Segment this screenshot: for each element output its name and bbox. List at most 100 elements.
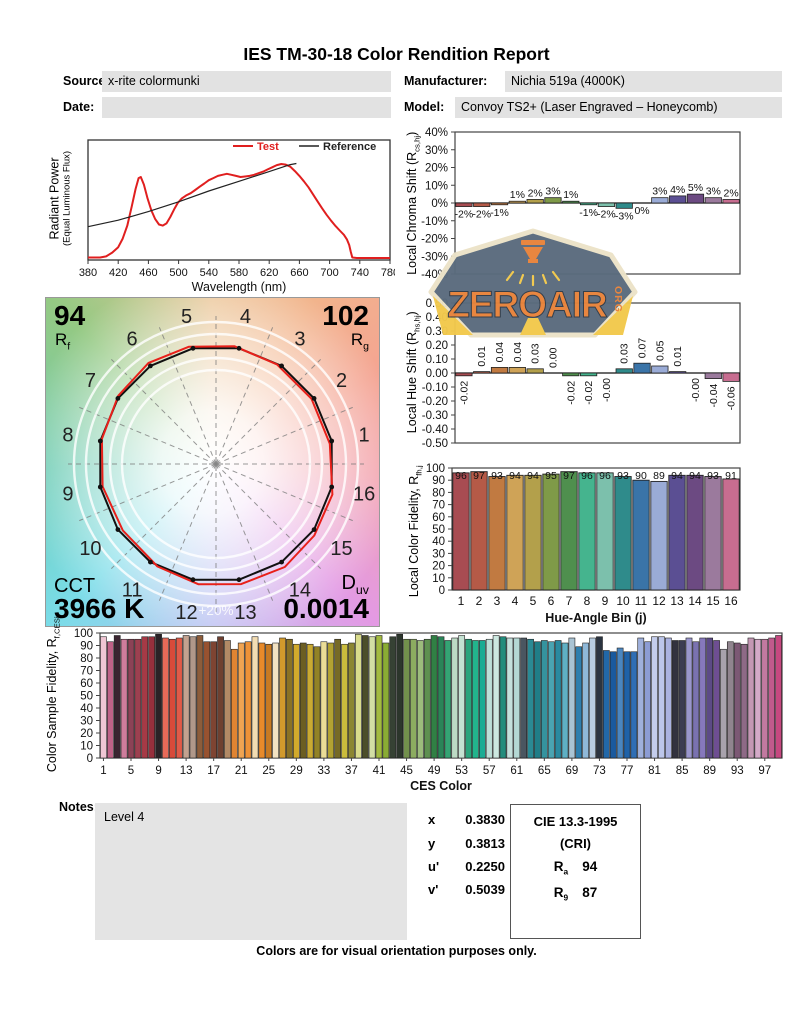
- svg-text:-0.50: -0.50: [422, 438, 448, 450]
- svg-text:81: 81: [648, 765, 661, 777]
- svg-text:12: 12: [175, 602, 197, 624]
- svg-text:0.04: 0.04: [512, 342, 524, 363]
- svg-text:10: 10: [80, 741, 93, 753]
- svg-text:780: 780: [381, 267, 395, 279]
- svg-text:80: 80: [432, 487, 445, 499]
- svg-text:0: 0: [87, 753, 93, 765]
- svg-text:93: 93: [731, 765, 744, 777]
- report-title: IES TM-30-18 Color Rendition Report: [243, 44, 550, 64]
- model-value-field: Convoy TS2+ (Laser Engraved – Honeycomb): [455, 97, 782, 118]
- svg-text:11: 11: [122, 580, 143, 602]
- svg-text:9: 9: [62, 483, 73, 505]
- svg-text:5: 5: [128, 765, 134, 777]
- svg-text:40: 40: [80, 703, 93, 715]
- svg-text:3: 3: [294, 328, 305, 350]
- svg-text:0.03: 0.03: [619, 343, 631, 364]
- svg-text:-0.02: -0.02: [565, 381, 577, 405]
- svg-text:ORG: ORG: [612, 286, 624, 313]
- svg-text:65: 65: [538, 765, 551, 777]
- svg-text:2: 2: [336, 370, 347, 392]
- svg-text:10: 10: [616, 594, 630, 608]
- cri-subtitle: (CRI): [559, 836, 592, 851]
- svg-text:16: 16: [353, 483, 375, 505]
- svg-text:6: 6: [548, 594, 555, 608]
- svg-text:100: 100: [74, 628, 93, 640]
- svg-text:1: 1: [458, 594, 465, 608]
- notes-label: Notes:: [59, 800, 98, 814]
- svg-text:73: 73: [593, 765, 606, 777]
- source-label: Source:: [63, 74, 110, 88]
- rf-label: Rf: [55, 330, 71, 353]
- svg-text:2%: 2%: [724, 187, 739, 199]
- svg-text:Test: Test: [257, 141, 279, 153]
- rf-value: 94: [54, 300, 86, 331]
- svg-text:13: 13: [180, 765, 193, 777]
- svg-text:-0.40: -0.40: [422, 424, 448, 436]
- svg-text:4: 4: [240, 306, 251, 328]
- notes-text: Level 4: [104, 810, 145, 824]
- source-value-field: x-rite colormunki: [102, 71, 391, 92]
- cri-ra-row: Ra 94: [553, 859, 598, 877]
- color-vector-graphic: 1 2 3 4 5 6 7 8 9 10 11 12 13 14 15 16 +20% 94 Rf 102 Rg…: [45, 297, 380, 627]
- svg-text:0.01: 0.01: [672, 346, 684, 367]
- svg-text:13: 13: [670, 594, 684, 608]
- svg-text:30%: 30%: [425, 145, 448, 157]
- svg-text:100: 100: [426, 463, 445, 475]
- svg-text:89: 89: [703, 765, 716, 777]
- svg-text:37: 37: [345, 765, 358, 777]
- svg-text:0%: 0%: [634, 205, 649, 217]
- duv-value: 0.0014: [283, 593, 369, 624]
- svg-text:CES Color: CES Color: [410, 779, 472, 793]
- svg-text:Wavelength (nm): Wavelength (nm): [192, 280, 287, 294]
- svg-text:0: 0: [439, 585, 445, 597]
- svg-text:7: 7: [85, 370, 96, 392]
- svg-text:2%: 2%: [528, 187, 543, 199]
- chromaticity-row-y: y: [428, 836, 436, 851]
- svg-text:60: 60: [432, 512, 445, 524]
- date-value-field: [102, 97, 391, 118]
- svg-text:50: 50: [432, 524, 445, 536]
- svg-text:50: 50: [80, 691, 93, 703]
- svg-text:-30%: -30%: [421, 251, 448, 263]
- svg-text:5: 5: [181, 306, 192, 328]
- svg-text:96: 96: [599, 470, 611, 482]
- svg-text:0%: 0%: [431, 198, 448, 210]
- spd-chart: 380 420 460 500 540 580 620 660 700 740 780 Wavelen…: [40, 126, 399, 298]
- svg-text:-20%: -20%: [421, 234, 448, 246]
- svg-text:9: 9: [602, 594, 609, 608]
- svg-text:94: 94: [689, 470, 701, 482]
- svg-text:740: 740: [351, 267, 369, 279]
- svg-text:0.00: 0.00: [547, 347, 559, 368]
- svg-text:53: 53: [455, 765, 468, 777]
- date-label: Date:: [63, 100, 95, 114]
- svg-text:70: 70: [80, 666, 93, 678]
- svg-text:20%: 20%: [425, 163, 448, 175]
- ces-fidelity-chart: 100 90 80 70 60 50 40 30 20 10 0 1 5 9 13 17 21 25 29 33 37 4…: [40, 626, 793, 796]
- svg-text:90: 90: [635, 470, 647, 482]
- svg-text:0.01: 0.01: [476, 346, 488, 367]
- svg-text:97: 97: [473, 470, 485, 482]
- chromaticity-y-value: 0.3813: [465, 836, 505, 851]
- svg-text:17: 17: [207, 765, 220, 777]
- svg-text:0.05: 0.05: [654, 340, 666, 361]
- svg-text:70: 70: [432, 500, 445, 512]
- svg-text:660: 660: [290, 267, 308, 279]
- svg-text:96: 96: [581, 470, 593, 482]
- svg-text:9: 9: [155, 765, 161, 777]
- svg-text:Hue-Angle Bin (j): Hue-Angle Bin (j): [545, 611, 646, 625]
- chromaticity-row-u: u': [428, 859, 440, 874]
- svg-text:-0.02: -0.02: [583, 381, 595, 405]
- svg-text:30: 30: [432, 548, 445, 560]
- svg-text:90: 90: [80, 641, 93, 653]
- svg-text:-2%: -2%: [455, 209, 474, 221]
- svg-text:80: 80: [80, 653, 93, 665]
- manufacturer-label: Manufacturer:: [404, 74, 488, 88]
- svg-text:5%: 5%: [688, 182, 703, 194]
- hue-shift-chart: 0.500.400.300.200.100.00-0.10-0.20-0.30-…: [400, 298, 793, 460]
- svg-text:-0.20: -0.20: [422, 396, 448, 408]
- svg-text:94: 94: [509, 470, 521, 482]
- svg-text:15: 15: [330, 538, 352, 560]
- svg-text:-0.04: -0.04: [708, 383, 720, 407]
- svg-text:420: 420: [109, 267, 127, 279]
